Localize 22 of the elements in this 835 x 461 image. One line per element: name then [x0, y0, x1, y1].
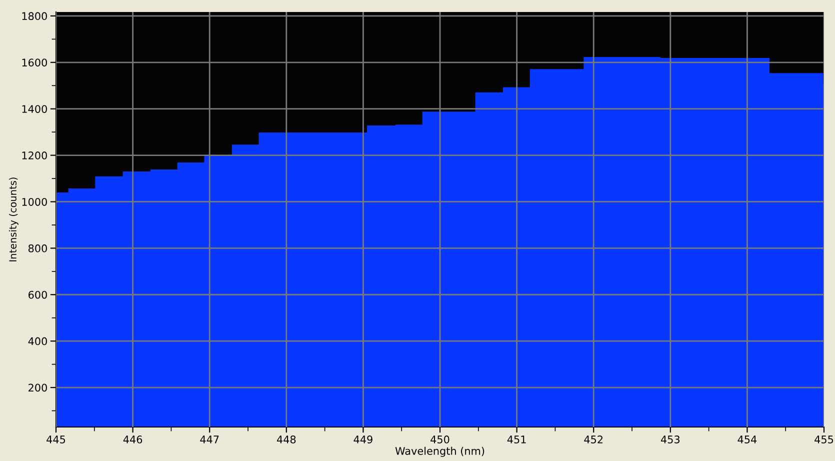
x-axis-title: Wavelength (nm) — [395, 446, 484, 457]
x-tick-label: 451 — [507, 436, 526, 444]
x-tick-label: 446 — [123, 436, 142, 444]
y-tick-label: 200 — [28, 384, 47, 392]
y-tick-label: 800 — [28, 244, 47, 252]
x-tick-label: 452 — [584, 436, 602, 444]
y-tick-label: 600 — [28, 290, 47, 299]
y-tick-label: 1800 — [22, 12, 47, 20]
x-tick-label: 447 — [200, 436, 219, 444]
y-tick-label: 1200 — [22, 152, 47, 160]
x-tick-label: 449 — [354, 436, 372, 444]
y-tick-label: 400 — [28, 337, 47, 346]
y-axis-title: Intensity (counts) — [8, 178, 18, 262]
x-tick-label: 454 — [738, 436, 757, 444]
y-tick-label: 1400 — [22, 105, 47, 113]
x-tick-label: 448 — [276, 436, 296, 444]
x-tick-label: 453 — [660, 436, 680, 444]
x-tick-label: 450 — [430, 436, 450, 444]
y-tick-label: 1000 — [22, 198, 47, 206]
x-tick-label: 445 — [46, 436, 66, 444]
x-tick-label: 455 — [814, 436, 834, 444]
y-tick-label: 1600 — [22, 58, 47, 66]
